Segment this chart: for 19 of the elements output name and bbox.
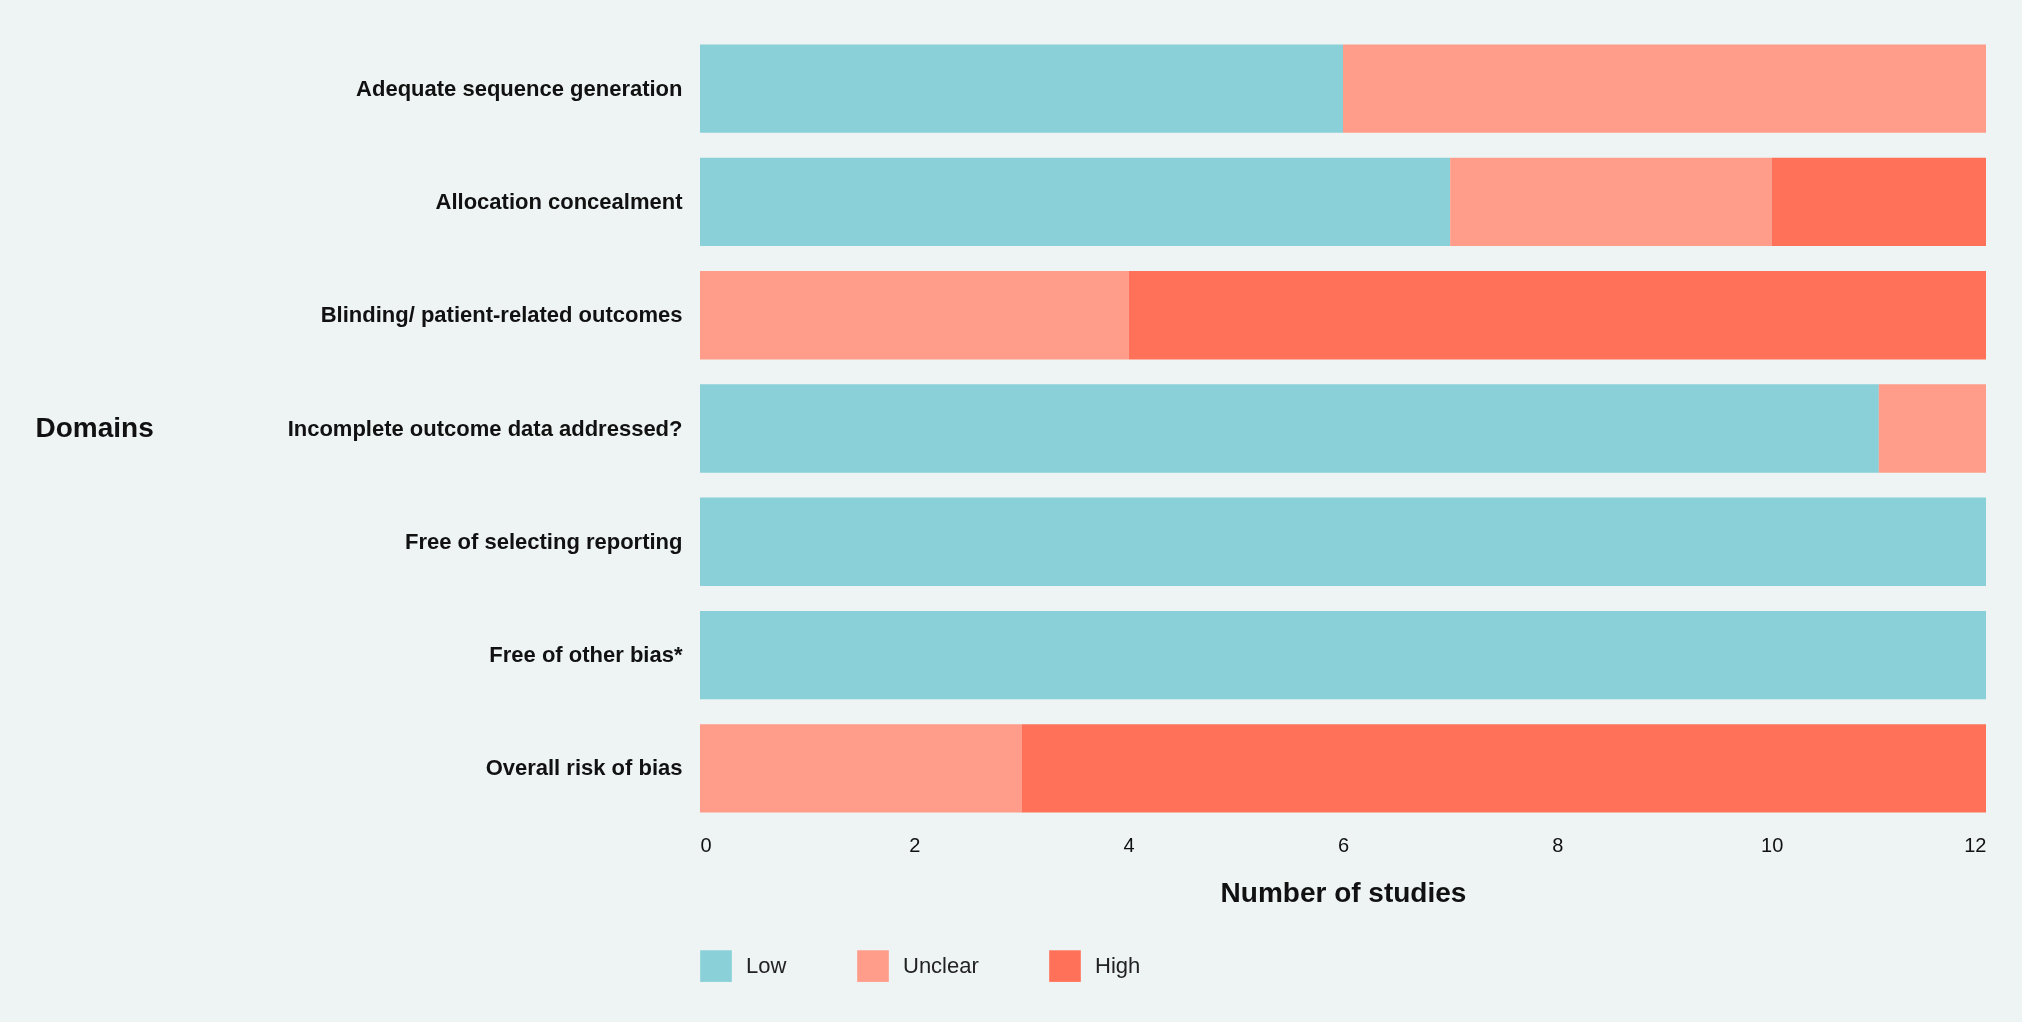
x-axis-title: Number of studies	[1220, 876, 1467, 908]
x-tick-label: 6	[1337, 833, 1350, 856]
legend-label: High	[1095, 953, 1141, 979]
legend-label: Low	[746, 953, 787, 979]
y-axis-title: Domains	[35, 412, 154, 443]
y-tick-label: Overall risk of bias	[485, 755, 683, 781]
y-tick-label: Free of other bias*	[489, 642, 683, 668]
y-tick-label: Blinding/ patient-related outcomes	[320, 302, 683, 328]
x-tick-label: 2	[909, 833, 921, 856]
y-tick-label: Adequate sequence generation	[356, 75, 683, 101]
x-tick-label: 8	[1552, 833, 1564, 856]
y-tick-label: Allocation concealment	[435, 188, 684, 214]
x-tick-label: 10	[1761, 833, 1784, 856]
y-tick-label: Incomplete outcome data addressed?	[287, 415, 683, 441]
x-tick-label: 4	[1123, 833, 1135, 856]
x-tick-label: 12	[1964, 833, 1987, 856]
x-tick-label: 0	[700, 833, 712, 856]
legend-label: Unclear	[903, 953, 979, 979]
y-tick-label: Free of selecting reporting	[405, 528, 683, 554]
